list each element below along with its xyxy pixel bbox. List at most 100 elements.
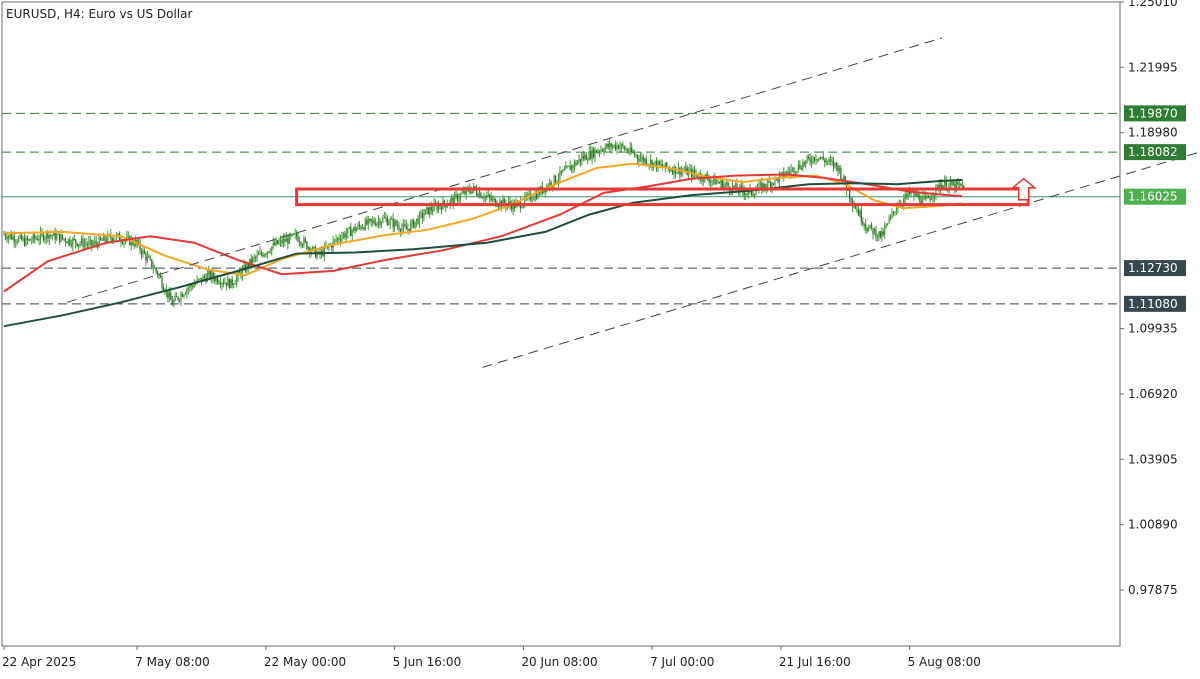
candle-body	[143, 250, 146, 254]
candle-body	[882, 231, 884, 235]
candle-body	[831, 160, 833, 162]
candle-body	[951, 181, 953, 186]
candle-body	[497, 206, 500, 208]
candle-body	[919, 194, 921, 202]
candle-body	[439, 205, 441, 207]
candle-body	[810, 161, 813, 163]
candle-body	[12, 236, 14, 240]
candle-body	[32, 234, 34, 241]
candle-body	[758, 184, 760, 189]
candle-body	[638, 158, 640, 162]
candle-body	[114, 238, 116, 240]
candle-body	[832, 161, 835, 167]
price-tick-label: 1.09935	[1128, 322, 1178, 336]
candle-body	[426, 207, 428, 210]
candle-body	[622, 144, 624, 147]
candle-body	[38, 239, 40, 241]
candle-body	[636, 155, 639, 159]
candle-body	[398, 226, 400, 230]
candle-body	[563, 169, 565, 171]
candle-body	[762, 183, 764, 191]
candle-body	[790, 169, 792, 174]
candle-body	[89, 239, 91, 242]
candle-body	[717, 181, 719, 183]
candle-body	[888, 218, 890, 224]
candle-body	[433, 203, 435, 211]
candle-body	[189, 284, 191, 288]
candle-body	[284, 238, 286, 242]
candle-body	[494, 198, 497, 206]
candle-body	[797, 164, 800, 171]
candle-body	[907, 191, 909, 197]
candle-body	[949, 181, 952, 185]
candle-body	[579, 158, 582, 162]
candle-body	[625, 149, 627, 151]
candle-body	[238, 271, 241, 273]
candle-body	[598, 151, 601, 153]
candle-body	[288, 234, 290, 244]
candle-body	[821, 156, 823, 159]
candle-body	[492, 198, 494, 201]
candle-body	[331, 244, 333, 248]
candle-body	[294, 233, 296, 235]
candle-body	[850, 198, 852, 202]
candle-body	[550, 182, 552, 187]
candle-body	[571, 165, 573, 171]
candle-body	[781, 171, 783, 173]
candle-body	[613, 144, 615, 147]
candle-body	[411, 220, 413, 224]
candle-body	[923, 196, 925, 198]
candle-body	[941, 184, 943, 189]
candle-body	[708, 179, 710, 183]
candle-body	[673, 166, 675, 174]
candle-body	[67, 238, 69, 244]
candle-body	[181, 293, 184, 297]
candle-body	[417, 218, 419, 224]
candle-body	[459, 194, 462, 199]
candle-body	[799, 164, 801, 169]
candle-body	[626, 149, 628, 152]
candle-body	[85, 243, 87, 245]
candle-body	[186, 289, 188, 294]
candle-body	[913, 190, 915, 196]
candle-body	[588, 151, 590, 160]
price-level-label: 1.19870	[1128, 106, 1178, 120]
candle-body	[892, 211, 895, 213]
candle-body	[15, 241, 17, 243]
candle-body	[405, 226, 407, 230]
candle-body	[313, 246, 315, 248]
candle-body	[632, 152, 634, 154]
candle-body	[401, 227, 403, 232]
candle-body	[639, 158, 642, 162]
candle-body	[960, 183, 962, 186]
candle-body	[338, 238, 340, 240]
candle-body	[603, 150, 605, 152]
candle-body	[265, 254, 267, 256]
candle-body	[361, 227, 364, 229]
candle-body	[455, 194, 457, 196]
candle-body	[484, 196, 486, 199]
candle-body	[162, 287, 165, 291]
price-level-label: 1.12730	[1128, 261, 1178, 275]
candle-body	[587, 159, 589, 161]
candle-body	[69, 238, 71, 245]
candle-body	[111, 238, 113, 241]
candle-body	[458, 198, 460, 201]
candle-body	[819, 157, 821, 159]
candle-body	[928, 196, 930, 199]
candle-body	[377, 220, 380, 223]
candle-body	[743, 191, 745, 195]
candle-body	[383, 217, 385, 219]
price-level-badge	[1124, 105, 1186, 122]
candle-body	[606, 143, 608, 148]
candle-body	[101, 239, 103, 241]
candle-body	[388, 223, 390, 225]
candle-body	[316, 253, 318, 258]
candle-body	[367, 218, 369, 225]
candle-body	[139, 242, 141, 251]
candle-body	[28, 239, 30, 241]
candle-body	[199, 277, 201, 280]
candle-body	[98, 237, 100, 247]
candle-body	[190, 284, 192, 286]
candle-body	[534, 193, 536, 200]
